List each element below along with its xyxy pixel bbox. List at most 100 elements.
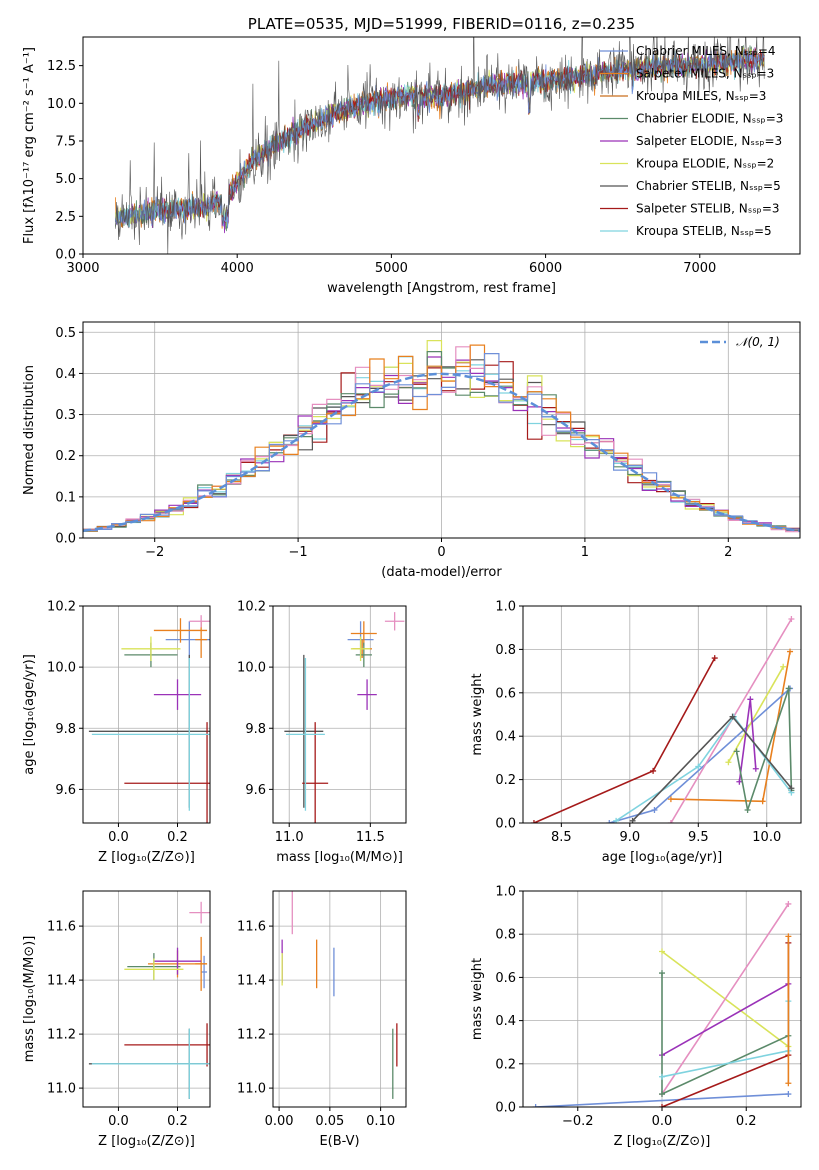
- spectrum-line-6: [115, 37, 765, 254]
- weight-line-4: [661, 942, 790, 1107]
- x-axis-label: Z [log₁₀(Z/Z⊙)]: [98, 1134, 195, 1149]
- panel-weight-vs-Z: −0.2 0.0 0.2 0.0 0.2 0.4 0.6 0.8 1.0 Z [log₁₀(Z/Z…: [470, 885, 802, 1149]
- plot-area: [88, 901, 210, 1099]
- x-tick-label: 4000: [221, 261, 254, 276]
- plot-area: [284, 612, 405, 823]
- y-tick-label: 9.8: [245, 722, 266, 737]
- x-tick-label: 1: [581, 545, 589, 560]
- weight-marker: [785, 900, 792, 907]
- y-tick-label: 0.2: [55, 449, 76, 464]
- weight-marker: [530, 820, 537, 823]
- x-tick-label: 10.0: [752, 830, 781, 845]
- x-tick-label: −2: [145, 545, 164, 560]
- weight-marker: [532, 1104, 539, 1107]
- weight-marker: [667, 820, 674, 823]
- weight-marker: [788, 785, 795, 792]
- weight-line-5: [738, 699, 757, 782]
- normal-curve: [83, 372, 800, 533]
- panel-weight-vs-age: 8.5 9.0 9.5 10.0 0.0 0.2 0.4 0.6 0.8 1.0 age [log₁…: [470, 600, 802, 865]
- x-tick-label: 9.5: [688, 830, 709, 845]
- y-tick-label: 11.6: [237, 920, 266, 935]
- y-axis-label: mass weight: [470, 958, 485, 1040]
- x-tick-label: 0.2: [167, 830, 188, 845]
- panel-mass-vs-ebv: 0.00 0.05 0.10 11.0 11.2 11.4 11.6 E(B-V): [237, 890, 407, 1149]
- x-tick-label: 2: [724, 545, 732, 560]
- weight-marker: [785, 1080, 792, 1087]
- weight-marker: [659, 970, 665, 977]
- x-tick-label: 7000: [683, 261, 716, 276]
- plot-area: [532, 900, 792, 1107]
- y-tick-label: 0.4: [495, 1014, 516, 1029]
- y-tick-label: 5.0: [55, 172, 76, 187]
- weight-marker: [659, 948, 665, 955]
- y-tick-label: 0.5: [55, 326, 76, 341]
- legend-label-2: Kroupa MILES, Nₛₛₚ=3: [636, 89, 766, 103]
- y-tick-label: 1.0: [495, 600, 516, 615]
- x-axis-label: E(B-V): [319, 1134, 359, 1149]
- x-axis-label: mass [log₁₀(M/M⊙)]: [276, 850, 403, 865]
- y-tick-label: 11.2: [47, 1028, 76, 1043]
- y-tick-label: 9.8: [55, 722, 76, 737]
- y-tick-label: 9.6: [55, 783, 76, 798]
- axes-frame: [522, 605, 802, 824]
- weight-line-0: [535, 1093, 789, 1107]
- x-axis-label: wavelength [Angstrom, rest frame]: [327, 281, 556, 296]
- x-tick-label: 3000: [66, 261, 99, 276]
- axes-frame: [272, 890, 407, 1108]
- x-tick-label: 11.0: [275, 830, 304, 845]
- weight-marker: [659, 1091, 665, 1098]
- axes-frame: [82, 890, 211, 1108]
- x-axis-label: Z [log₁₀(Z/Z⊙)]: [614, 1134, 711, 1149]
- x-tick-label: 0.0: [108, 1114, 129, 1129]
- x-tick-label: 8.5: [551, 830, 572, 845]
- legend-label-6: Chabrier STELIB, Nₛₛₚ=5: [636, 179, 781, 193]
- weight-marker: [785, 1091, 792, 1098]
- weight-marker: [606, 820, 613, 823]
- weight-line-2: [661, 903, 790, 1095]
- y-tick-label: 0.8: [495, 643, 516, 658]
- y-tick-label: 10.2: [47, 600, 76, 615]
- weight-marker: [785, 685, 792, 692]
- legend-label-5: Kroupa ELODIE, Nₛₛₚ=2: [636, 157, 774, 171]
- x-tick-label: 0.10: [366, 1114, 395, 1129]
- y-tick-label: 11.0: [237, 1082, 266, 1097]
- axes-frame: [82, 605, 211, 824]
- legend-label-1: Salpeter MILES, Nₛₛₚ=3: [636, 67, 774, 81]
- x-tick-label: −0.2: [562, 1114, 594, 1129]
- legend-label-8: Kroupa STELIB, Nₛₛₚ=5: [636, 224, 772, 238]
- y-tick-label: 0.2: [495, 773, 516, 788]
- y-tick-label: 12.5: [47, 59, 76, 74]
- weight-marker: [733, 748, 740, 755]
- y-tick-label: 10.2: [237, 600, 266, 615]
- weight-marker: [787, 648, 794, 655]
- y-tick-label: 10.0: [47, 97, 76, 112]
- x-tick-label: 0.05: [315, 1114, 344, 1129]
- weight-marker: [729, 713, 736, 720]
- weight-marker: [780, 663, 787, 670]
- x-axis-label: Z [log₁₀(Z/Z⊙)]: [98, 850, 195, 865]
- axes-frame: [522, 890, 802, 1108]
- y-axis-label: mass weight: [470, 673, 485, 755]
- weight-marker: [659, 1073, 665, 1080]
- plot-area: [88, 615, 210, 823]
- x-tick-label: 0.2: [167, 1114, 188, 1129]
- y-tick-label: 2.5: [55, 210, 76, 225]
- legend-label-3: Chabrier ELODIE, Nₛₛₚ=3: [636, 112, 783, 126]
- spectrum-line-0: [115, 49, 765, 229]
- legend-label-0: Chabrier MILES, Nₛₛₚ=4: [636, 44, 776, 58]
- axes-frame: [82, 321, 801, 539]
- y-tick-label: 0.6: [495, 686, 516, 701]
- weight-line-7: [615, 715, 793, 822]
- y-axis-label: age [log₁₀(age/yr)]: [22, 654, 37, 775]
- axes-frame: [272, 605, 407, 824]
- y-tick-label: 0.3: [55, 408, 76, 423]
- x-tick-label: 5000: [375, 261, 408, 276]
- panel-age-vs-Z: 0.0 0.2 9.6 9.8 10.0 10.2 Z [log₁₀(Z/Z⊙)] age […: [22, 600, 211, 865]
- y-tick-label: 11.0: [47, 1082, 76, 1097]
- x-tick-label: 11.5: [356, 830, 385, 845]
- weight-marker: [747, 696, 754, 703]
- x-tick-label: 0.2: [736, 1114, 757, 1129]
- y-tick-label: 0.2: [495, 1057, 516, 1072]
- y-tick-label: 0.4: [55, 367, 76, 382]
